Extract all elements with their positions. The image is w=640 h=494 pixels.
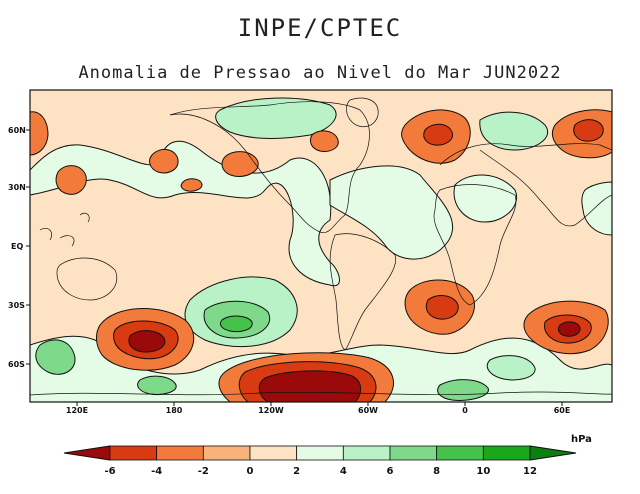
lat-label-30n: 30N [8,183,26,192]
contour-field [30,90,612,402]
south-atlantic-positive [437,379,489,401]
amundsen-negative-core [258,370,362,402]
africa-coast [433,184,517,306]
colorbar: -6 -4 -2 0 2 4 6 8 10 12 [63,445,577,477]
east-asia-positive [581,181,612,236]
north-africa-positive [453,174,518,223]
siberia-negative-core [573,119,604,142]
north-pacific-negative-east [221,151,259,177]
north-pacific-negative-small [180,178,203,192]
antarctica-coast [30,391,612,396]
colorbar-unit: hPa [571,434,592,445]
colorbar-tick-label: 0 [247,466,254,477]
colorbar-tick-label: 2 [293,466,300,477]
colorbar-tick-label: -2 [198,466,209,477]
siberia-positive [479,111,548,151]
lon-ticks [76,402,563,406]
north-atlantic-positive [215,97,337,139]
lat-label-30s: 30S [8,301,25,310]
lon-label-0: 0 [462,406,468,415]
colorbar-segment [109,445,158,461]
north-europe-negative-core [423,123,454,146]
south-pacific-small-positive [137,375,177,395]
colorbar-arrow-high [529,445,577,461]
lon-label-60w: 60W [358,406,378,415]
colorbar-segment [202,445,251,461]
colorbar-segment [249,445,298,461]
colorbar-tick-label: -4 [151,466,162,477]
greenland-coast [346,97,379,128]
lat-ticks [26,129,30,365]
colorbar-segment [389,445,438,461]
page-title: INPE/CPTEC [237,14,403,42]
hudson-negative [309,130,339,152]
colorbar-tick-label: 4 [340,466,347,477]
colorbar-tick-label: 12 [523,466,537,477]
colorbar-segment [482,445,531,461]
northwest-negative [30,111,49,156]
lon-label-120e: 120E [66,406,88,415]
south-indian-negative-core [557,321,581,337]
lon-label-120w: 120W [258,406,284,415]
east-asia-negative [55,165,87,195]
colorbar-tick-label: 10 [476,466,490,477]
south-atlantic-negative-core [425,295,459,320]
lat-label-60s: 60S [8,360,25,369]
eurasia-coast [439,143,612,227]
asia-islands-coast [39,212,90,247]
colorbar-segment [156,445,204,461]
map-subtitle: Anomalia de Pressao ao Nivel do Mar JUN2… [78,63,562,83]
south-pacific-positive-core [219,315,253,333]
south-indian-positive [486,355,536,381]
atlantic-positive-region [329,165,454,260]
colorbar-tick-label: 8 [433,466,440,477]
colorbar-tick-label: -6 [104,466,115,477]
colorbar-segment [342,445,391,461]
lat-label-eq: EQ [11,242,23,251]
colorbar-segment [436,445,484,461]
tasman-negative-core [128,330,166,353]
coastlines [30,97,612,396]
lon-label-180: 180 [166,406,183,415]
australia-coast [56,257,118,301]
lon-label-60e: 60E [554,406,571,415]
north-pacific-negative-west [149,148,179,174]
colorbar-tick-label: 6 [387,466,394,477]
colorbar-arrow-low [63,445,111,461]
colorbar-segment [296,445,344,461]
south-america-coast [329,233,397,351]
north-america-coast [169,101,370,234]
southwest-positive [35,339,76,375]
lat-label-60n: 60N [8,126,26,135]
